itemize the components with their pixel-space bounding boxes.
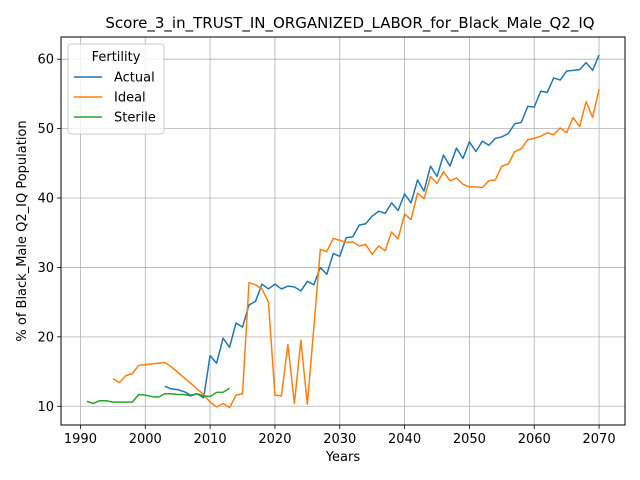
y-tick-label: 40 — [37, 192, 54, 207]
chart-title: Score_3_in_TRUST_IN_ORGANIZED_LABOR_for_… — [105, 14, 594, 33]
legend: Fertility Actual Ideal Sterile — [67, 43, 165, 135]
grid — [61, 37, 625, 425]
x-tick-label: 2040 — [388, 432, 421, 447]
series-lines — [86, 54, 600, 409]
series-line-ideal — [112, 88, 600, 409]
y-tick-label: 20 — [37, 330, 54, 345]
y-tick-label: 30 — [37, 261, 54, 276]
legend-title: Fertility — [92, 50, 141, 65]
axis-ticks: 1990 2000 2010 2020 2030 2040 2050 2060 20701020… — [37, 53, 615, 447]
x-tick-label: 2070 — [583, 432, 616, 447]
legend-label-sterile: Sterile — [114, 111, 156, 126]
x-tick-label: 2020 — [258, 432, 291, 447]
y-tick-label: 50 — [37, 122, 54, 137]
x-tick-label: 2050 — [453, 432, 486, 447]
legend-label-actual: Actual — [114, 71, 155, 86]
legend-box — [67, 43, 165, 135]
y-axis-label: % of Black_Male Q2_IQ Population — [15, 120, 30, 341]
x-tick-label: 2010 — [194, 432, 227, 447]
x-axis-label: Years — [325, 450, 361, 465]
series-line-sterile — [86, 387, 230, 405]
y-tick-label: 10 — [37, 400, 54, 415]
y-tick-label: 60 — [37, 53, 54, 68]
plot-frame — [60, 36, 626, 426]
x-tick-label: 2060 — [518, 432, 551, 447]
series-line-actual — [164, 54, 600, 399]
legend-label-ideal: Ideal — [114, 91, 146, 106]
x-tick-label: 2000 — [129, 432, 162, 447]
x-tick-label: 1990 — [64, 432, 97, 447]
x-tick-label: 2030 — [323, 432, 356, 447]
